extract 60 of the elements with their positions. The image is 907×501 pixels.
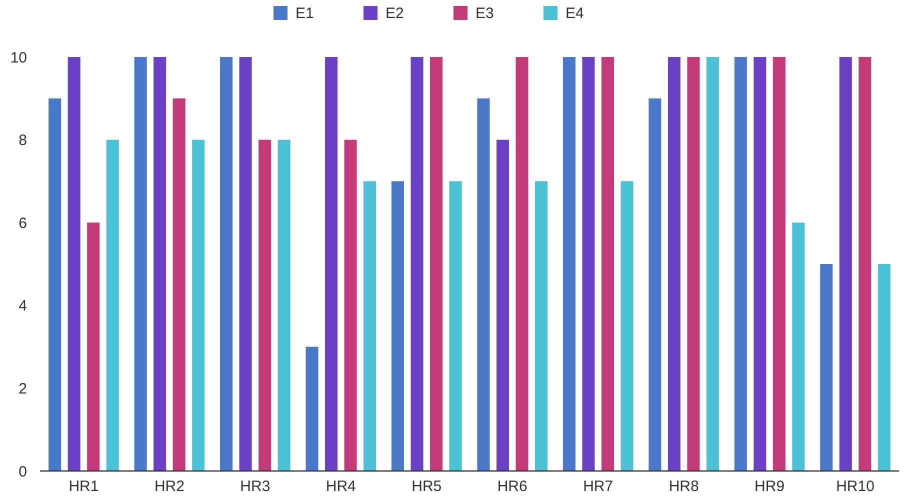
bar [820,264,833,471]
bar [534,181,548,471]
y-tick-label: 0 [18,463,27,480]
y-tick-label: 10 [10,49,27,66]
bar [772,57,786,471]
bar [48,98,62,471]
bar [516,57,528,471]
bar [391,181,404,471]
bar [754,57,766,471]
x-tick-label: HR1 [68,478,99,495]
bar [706,57,719,471]
x-tick-label: HR3 [240,478,270,495]
bar [134,57,147,471]
bar [430,57,443,471]
legend-label: E1 [296,5,314,22]
bar [792,222,805,471]
bar [239,57,252,471]
legend-label: E2 [386,5,404,22]
bar [306,346,318,471]
legend-label: E3 [476,5,494,22]
bar [220,57,233,471]
x-tick-label: HR9 [754,478,785,495]
legend-label: E4 [566,5,584,22]
bar [258,140,272,471]
bar [449,181,462,471]
bar [192,140,205,471]
bar [620,181,634,471]
bar [648,98,662,471]
y-tick-label: 6 [18,214,27,232]
bar [344,140,357,471]
bar [734,57,747,471]
bar [687,57,700,471]
x-tick-label: HR8 [668,478,699,495]
bar [839,57,852,471]
bar [410,57,424,471]
bar [106,140,119,471]
bar [325,57,338,471]
bar [878,264,890,471]
bar [496,140,509,471]
bar [278,140,290,471]
x-tick-label: HR5 [412,478,442,495]
x-tick-label: HR4 [326,478,356,495]
bar [87,222,100,471]
bar [562,57,576,471]
bar [154,57,166,471]
x-tick-label: HR2 [154,478,184,495]
bar [68,57,80,471]
x-tick-label: HR7 [583,478,614,495]
x-tick-label: HR10 [836,478,874,495]
bar [172,98,186,471]
y-tick-label: 2 [18,380,27,398]
bar [668,57,680,471]
bar [601,57,614,471]
y-tick-label: 8 [18,132,27,150]
bar [858,57,872,471]
bar [364,181,376,471]
bar [582,57,595,471]
x-tick-label: HR6 [497,478,528,495]
y-tick-label: 4 [18,298,27,315]
bar [477,98,490,471]
